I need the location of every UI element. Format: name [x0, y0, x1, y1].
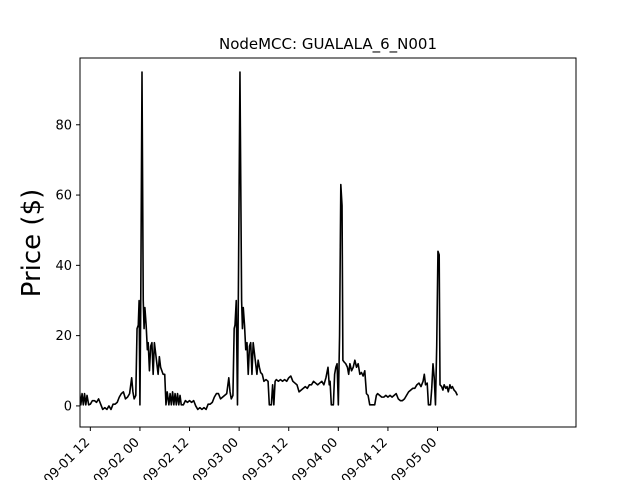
chart-title: NodeMCC: GUALALA_6_N001 [219, 35, 437, 54]
y-tick-label: 60 [55, 189, 72, 204]
y-tick-label: 80 [55, 118, 72, 133]
y-tick-label: 40 [55, 259, 72, 274]
y-tick-label: 0 [64, 399, 72, 414]
y-tick-label: 20 [55, 329, 72, 344]
x-tick-label: 2019-09-01 12 [15, 435, 94, 480]
series-line-price [70, 72, 458, 409]
y-axis-label: Price ($) [17, 189, 47, 298]
